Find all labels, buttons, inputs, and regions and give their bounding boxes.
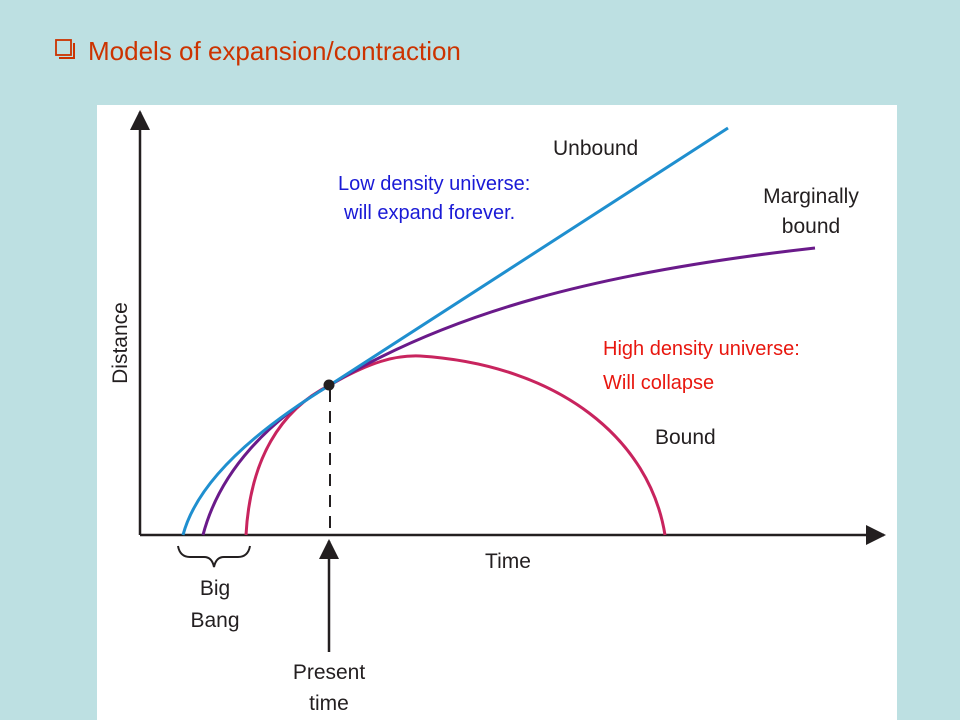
curve-label: Marginally (763, 185, 859, 208)
big-bang-brace (177, 545, 251, 568)
present-dot (323, 379, 335, 391)
y-axis-label: Distance (109, 302, 132, 384)
curve-label: Bound (655, 426, 716, 449)
present-label: Present (293, 661, 366, 684)
big-bang-label: Big (200, 577, 230, 600)
annotation: Will collapse (603, 372, 714, 394)
diagram-panel (97, 105, 897, 720)
annotation: High density universe: (603, 338, 800, 360)
x-axis-label: Time (485, 550, 531, 573)
marginal-curve (201, 246, 816, 536)
annotation: will expand forever. (343, 202, 515, 224)
bullet (55, 39, 72, 56)
annotation: Low density universe: (338, 173, 530, 195)
bound-curve (244, 354, 667, 536)
unbound-curve (181, 126, 729, 536)
slide-title: Models of expansion/contraction (88, 36, 461, 66)
bullet-shadow (59, 43, 75, 59)
present-label: time (309, 692, 349, 715)
curve-label: bound (782, 215, 840, 238)
curve-label: Unbound (553, 137, 638, 160)
big-bang-label: Bang (190, 609, 239, 632)
